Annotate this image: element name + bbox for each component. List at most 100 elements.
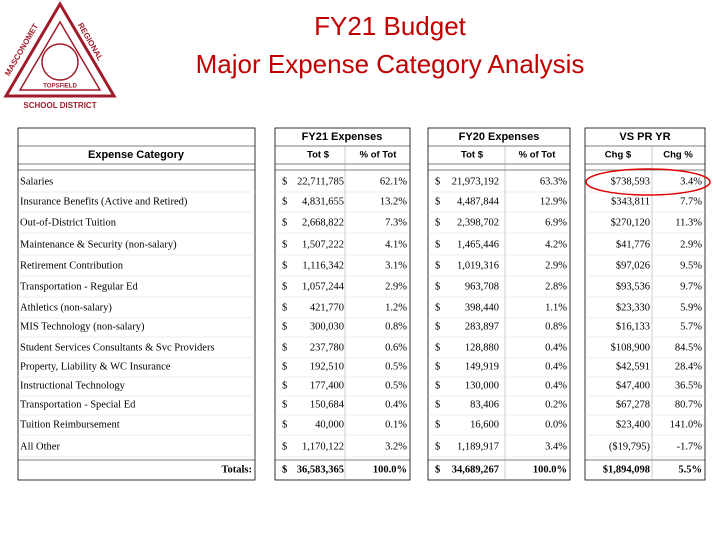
totals-cell: 100.0% bbox=[373, 464, 407, 475]
cell: $ bbox=[282, 361, 287, 372]
cell: -1.7% bbox=[677, 441, 703, 452]
cell: 3.4% bbox=[545, 441, 567, 452]
cell: $ bbox=[282, 176, 287, 187]
cell: $108,900 bbox=[611, 342, 650, 353]
cell: 0.4% bbox=[545, 380, 567, 391]
sub-header: Tot $ bbox=[307, 150, 330, 161]
cell: 0.2% bbox=[545, 399, 567, 410]
cell: 0.4% bbox=[385, 399, 407, 410]
cell: 0.5% bbox=[385, 361, 407, 372]
cell: $47,400 bbox=[616, 380, 650, 391]
cell: $41,776 bbox=[616, 239, 650, 250]
cell: $ bbox=[282, 196, 287, 207]
cell: $ bbox=[282, 260, 287, 271]
cell: $ bbox=[435, 281, 440, 292]
totals-cell: $ bbox=[435, 464, 440, 475]
group-header: FY21 Expenses bbox=[302, 131, 383, 143]
cell: Property, Liability & WC Insurance bbox=[20, 361, 171, 372]
cell: All Other bbox=[20, 441, 60, 452]
cell: 141.0% bbox=[670, 419, 703, 430]
highlight-ellipse bbox=[585, 168, 711, 196]
cell: 12.9% bbox=[540, 196, 567, 207]
cell: 1,019,316 bbox=[457, 260, 499, 271]
cell: 398,440 bbox=[465, 302, 499, 313]
cell: MIS Technology (non-salary) bbox=[20, 321, 145, 332]
cell: Insurance Benefits (Active and Retired) bbox=[20, 196, 188, 207]
cell: 2.8% bbox=[545, 281, 567, 292]
cell: 177,400 bbox=[310, 380, 344, 391]
cell: 3.1% bbox=[385, 260, 407, 271]
cell: 4.2% bbox=[545, 239, 567, 250]
cell: 40,000 bbox=[315, 419, 344, 430]
cell: $ bbox=[435, 176, 440, 187]
cell: 84.5% bbox=[675, 342, 702, 353]
table-block bbox=[274, 127, 411, 481]
cell: $343,811 bbox=[611, 196, 650, 207]
cell: 9.7% bbox=[680, 281, 702, 292]
cell: Tuition Reimbursement bbox=[20, 419, 120, 430]
cell: Out-of-District Tuition bbox=[20, 217, 117, 228]
cell: 3.4% bbox=[680, 176, 702, 187]
sub-header: Chg $ bbox=[605, 150, 632, 161]
cell: Maintenance & Security (non-salary) bbox=[20, 239, 177, 250]
cell: 283,897 bbox=[465, 321, 499, 332]
cell: $42,591 bbox=[616, 361, 650, 372]
cell: $ bbox=[282, 217, 287, 228]
cell: 0.0% bbox=[545, 419, 567, 430]
cell: 1,507,222 bbox=[302, 239, 344, 250]
cell: 2.9% bbox=[385, 281, 407, 292]
cell: $ bbox=[435, 260, 440, 271]
cell: 5.7% bbox=[680, 321, 702, 332]
cell: $ bbox=[282, 399, 287, 410]
cell: 2.9% bbox=[680, 239, 702, 250]
cell: ($19,795) bbox=[609, 441, 651, 452]
cell: 1,465,446 bbox=[457, 239, 499, 250]
cell: 0.8% bbox=[545, 321, 567, 332]
cell: 1,116,342 bbox=[302, 260, 344, 271]
cell: $ bbox=[282, 302, 287, 313]
cell: 62.1% bbox=[380, 176, 407, 187]
cell: 2,398,702 bbox=[457, 217, 499, 228]
cell: 130,000 bbox=[465, 380, 499, 391]
cell: Transportation - Regular Ed bbox=[20, 281, 138, 292]
cell: 22,711,785 bbox=[297, 176, 344, 187]
title: Major Expense Category Analysis bbox=[196, 49, 585, 79]
cell: 63.3% bbox=[540, 176, 567, 187]
cell: 1.1% bbox=[545, 302, 567, 313]
cell: $ bbox=[282, 441, 287, 452]
cell: 9.5% bbox=[680, 260, 702, 271]
cell: 7.7% bbox=[680, 196, 702, 207]
cell: 237,780 bbox=[310, 342, 344, 353]
cell: 0.4% bbox=[545, 342, 567, 353]
cell: $ bbox=[435, 196, 440, 207]
cell: 1.2% bbox=[385, 302, 407, 313]
cell: 5.9% bbox=[680, 302, 702, 313]
totals-cell: $1,894,098 bbox=[603, 464, 650, 475]
cell: $ bbox=[282, 419, 287, 430]
cell: $23,330 bbox=[616, 302, 650, 313]
totals-cell: Totals: bbox=[221, 464, 252, 475]
cell: 4,831,655 bbox=[302, 196, 344, 207]
cell: 2,668,822 bbox=[302, 217, 344, 228]
cell: 13.2% bbox=[380, 196, 407, 207]
cell: Student Services Consultants & Svc Provi… bbox=[20, 342, 215, 353]
title: FY21 Budget bbox=[314, 11, 467, 41]
cell: 21,973,192 bbox=[452, 176, 499, 187]
cell: 1,170,122 bbox=[302, 441, 344, 452]
cell: 0.1% bbox=[385, 419, 407, 430]
totals-cell: 5.5% bbox=[678, 464, 702, 475]
cell: $738,593 bbox=[611, 176, 650, 187]
totals-cell: $ bbox=[282, 464, 287, 475]
category-header: Expense Category bbox=[88, 149, 185, 161]
cell: $ bbox=[435, 419, 440, 430]
cell: $ bbox=[435, 399, 440, 410]
cell: 1,057,244 bbox=[302, 281, 345, 292]
group-header: VS PR YR bbox=[619, 131, 670, 143]
cell: 0.6% bbox=[385, 342, 407, 353]
cell: 83,406 bbox=[470, 399, 499, 410]
cell: $ bbox=[435, 321, 440, 332]
cell: 16,600 bbox=[470, 419, 499, 430]
logo-inner bbox=[18, 20, 102, 91]
cell: $93,536 bbox=[616, 281, 650, 292]
